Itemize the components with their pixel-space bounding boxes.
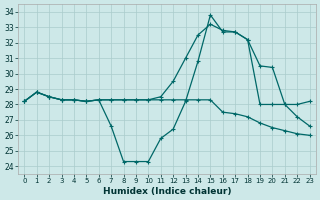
X-axis label: Humidex (Indice chaleur): Humidex (Indice chaleur) — [103, 187, 231, 196]
